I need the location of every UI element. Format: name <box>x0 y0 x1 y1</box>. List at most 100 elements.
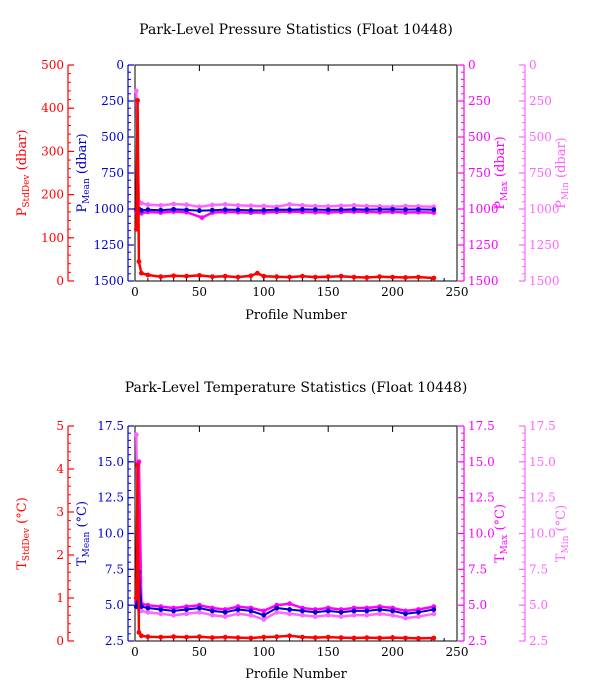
pressure-min-tick-label: 250 <box>529 94 552 108</box>
temperature-stddev-point <box>300 634 305 640</box>
pressure-stddev-tick-label: 300 <box>41 144 64 158</box>
pressure-mean-point <box>248 208 254 213</box>
pressure-stddev-point <box>145 272 151 278</box>
pressure-x-tick-label: 250 <box>446 285 469 299</box>
temperature-mean-tick-label: 7.5 <box>105 562 124 576</box>
temperature-mean-point <box>431 607 437 612</box>
temperature-mean-tick-label: 17.5 <box>97 419 124 433</box>
temperature-min-point <box>403 615 408 621</box>
temperature-max-point <box>287 601 292 607</box>
pressure-min-point <box>364 203 370 209</box>
temperature-stddev-point <box>135 462 141 468</box>
pressure-mean-point <box>197 208 202 214</box>
temperature-stddev-axis-label-sub: StdDev <box>22 527 32 561</box>
pressure-mean-point <box>158 207 164 213</box>
pressure-stddev-tick-label: 500 <box>41 58 64 72</box>
temperature-mean-point <box>274 605 280 611</box>
pressure-stddev-tick-label: 0 <box>56 274 64 288</box>
pressure-min-tick-label: 750 <box>529 166 552 180</box>
temperature-x-tick-label: 100 <box>252 645 275 659</box>
temperature-min-point <box>312 614 318 619</box>
pressure-mean-axis-label-unit: (dbar) <box>75 133 90 178</box>
pressure-mean-series-line <box>136 208 434 212</box>
pressure-mean-point <box>364 207 370 213</box>
pressure-mean-point <box>338 207 344 213</box>
pressure-stddev-tick-label: 400 <box>41 101 64 115</box>
pressure-stddev-point <box>300 273 305 279</box>
pressure-mean-point <box>171 206 177 212</box>
temperature-x-tick-label: 0 <box>131 645 139 659</box>
pressure-mean-point <box>209 207 215 213</box>
pressure-stddev-tick-label: 100 <box>41 231 64 245</box>
temperature-stddev-point <box>325 634 331 640</box>
temperature-mean-point <box>139 604 144 609</box>
pressure-x-tick-label: 150 <box>317 285 340 299</box>
temperature-min-point <box>222 614 228 619</box>
temperature-mean-axis-label-main: T <box>75 557 90 566</box>
pressure-stddev-point <box>416 274 421 280</box>
temperature-min-point <box>209 612 215 618</box>
pressure-max-tick-label: 1000 <box>468 202 499 216</box>
temperature-stddev-tick-label: 2 <box>56 548 64 562</box>
pressure-min-point <box>312 203 318 209</box>
temperature-mean-point <box>197 605 202 611</box>
pressure-stddev-axis-label-main: P <box>15 207 30 216</box>
pressure-min-point <box>261 203 267 209</box>
temperature-mean-tick-label: 15.0 <box>97 455 124 469</box>
pressure-stddev-point <box>261 273 267 279</box>
temperature-mean-point <box>248 608 254 614</box>
pressure-stddev-point <box>133 226 139 232</box>
temperature-min-point <box>139 608 144 614</box>
pressure-mean-point <box>403 207 408 213</box>
temperature-min-point <box>261 617 267 622</box>
pressure-min-point <box>287 202 292 207</box>
pressure-mean-point <box>377 207 383 212</box>
temperature-stddev-point <box>235 635 241 640</box>
temperature-min-point <box>248 612 254 618</box>
temperature-stddev-point <box>171 634 177 640</box>
temperature-stddev-point <box>287 633 292 639</box>
pressure-min-axis-label-unit: (dbar) <box>554 137 569 182</box>
pressure-stddev-point <box>431 275 437 281</box>
temperature-mean-point <box>145 605 151 611</box>
pressure-max-axis-label-unit: (dbar) <box>493 136 508 181</box>
pressure-stddev-tick-label: 200 <box>41 188 64 202</box>
temperature-mean-axis-label: TMean (°C) <box>75 501 92 566</box>
temperature-mean-point <box>351 608 357 614</box>
pressure-stddev-point <box>136 259 142 264</box>
pressure-stddev-point <box>312 274 318 280</box>
temperature-stddev-point <box>377 635 383 641</box>
pressure-max-axis-label-sub: Max <box>500 181 510 201</box>
temperature-mean-axis-label-sub: Mean <box>82 531 92 557</box>
temperature-min-point <box>197 609 202 615</box>
temperature-min-series-line <box>135 434 435 621</box>
pressure-x-tick-label: 50 <box>192 285 207 299</box>
pressure-mean-tick-label: 1000 <box>93 202 124 216</box>
temperature-stddev-point <box>431 635 437 641</box>
temperature-stddev-point <box>390 635 395 640</box>
temperature-mean-tick-label: 12.5 <box>97 491 124 505</box>
temperature-x-tick-label: 50 <box>192 645 207 659</box>
temperature-stddev-axis-label-unit: (°C) <box>15 497 30 528</box>
temperature-min-tick-label: 12.5 <box>529 491 556 505</box>
pressure-max-tick-label: 500 <box>468 130 491 144</box>
pressure-min-point <box>403 203 408 209</box>
temperature-stddev-point <box>133 595 139 601</box>
pressure-min-axis-label: PMin (dbar) <box>554 137 571 209</box>
pressure-mean-tick-label: 250 <box>101 94 124 108</box>
pressure-min-axis-label-sub: Min <box>561 182 571 200</box>
pressure-min-point <box>248 203 254 209</box>
pressure-mean-point <box>287 207 292 213</box>
pressure-mean-point <box>390 206 395 212</box>
temperature-min-point <box>145 609 151 615</box>
temperature-min-point <box>235 611 241 617</box>
temperature-stddev-tick-label: 3 <box>56 505 64 519</box>
pressure-stddev-point <box>274 274 280 280</box>
temperature-min-point <box>171 612 177 618</box>
temperature-min-point <box>351 612 357 618</box>
pressure-mean-point <box>145 207 151 213</box>
pressure-mean-point <box>300 207 305 212</box>
pressure-stddev-point <box>222 273 228 279</box>
pressure-chart: Park-Level Pressure Statistics (Float 10… <box>15 22 571 323</box>
pressure-mean-point <box>222 207 228 213</box>
